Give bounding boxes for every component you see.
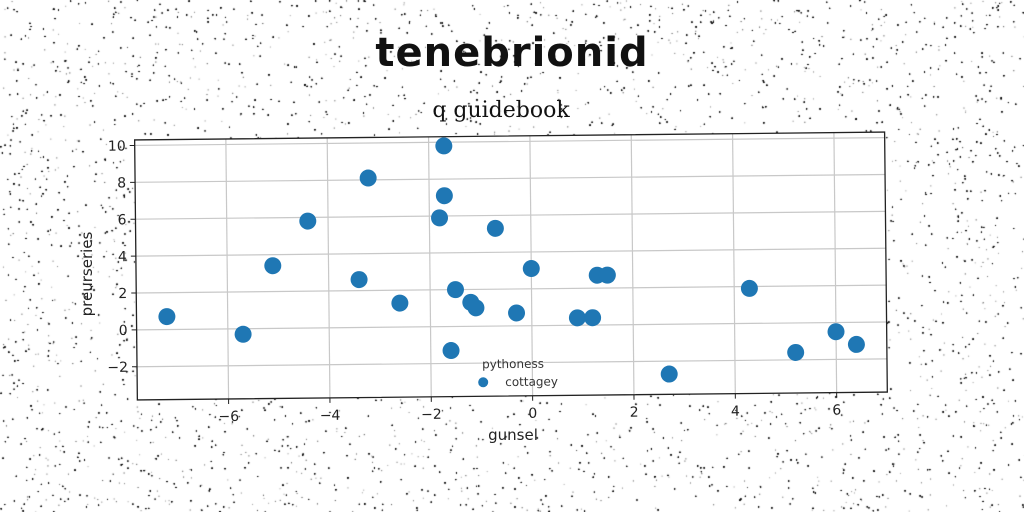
y-tick-label: 6 [117,212,126,228]
data-point [660,365,678,383]
x-tick-label: 6 [832,403,841,419]
x-gridline [833,132,838,393]
x-tick-label: −6 [218,409,239,425]
y-tick-label: 10 [108,139,126,155]
legend-marker [478,377,489,388]
data-point [391,294,409,312]
y-gridline [135,247,886,257]
data-point [467,299,485,317]
data-point [234,325,252,343]
x-axis-ticks: −6 −4 −2 0 2 4 6 [218,392,841,425]
y-axis-label: preurseries [78,231,96,316]
y-tick-label: 2 [118,286,127,302]
y-tick-label: 8 [117,175,126,191]
x-axis-label: gunsel [488,426,538,444]
x-gridline [427,136,432,397]
data-point [446,281,464,299]
data-point [508,304,526,322]
legend: pythoness cottagey [478,357,558,390]
data-point [435,187,453,205]
data-point [359,169,377,187]
x-tick-label: 4 [731,404,740,420]
data-point [486,219,504,237]
data-point [787,343,805,361]
data-point [435,137,453,155]
plot-area [134,132,888,400]
y-gridline [137,358,887,368]
y-gridline [134,137,885,147]
x-tick-label: −4 [320,408,341,424]
data-point [350,271,368,289]
data-point [442,342,460,360]
y-tick-label: 4 [118,249,127,265]
data-point [158,308,176,326]
y-axis-ticks: −2 0 2 4 6 8 10 [107,139,138,376]
data-point [584,309,602,327]
data-points [158,137,865,383]
plot-frame [133,131,888,401]
data-point [740,279,758,297]
data-point [847,335,865,353]
data-point [827,323,845,341]
chart-title: q guidebook [432,98,570,123]
x-gridline [225,138,230,399]
data-point [522,260,540,278]
x-tick-label: −2 [421,407,442,423]
data-point [264,257,282,275]
y-tick-label: −2 [107,360,128,376]
figure-supertitle: tenebrionid [375,30,649,76]
y-gridline [135,173,886,183]
y-gridline [136,321,887,331]
data-point [431,209,449,227]
data-point [598,266,616,284]
x-tick-label: 2 [630,405,639,421]
x-gridline [630,134,635,395]
y-gridline [135,210,886,220]
y-gridline [136,284,887,294]
legend-title: pythoness [482,357,544,372]
x-tick-label: 0 [528,406,537,422]
x-gridline [326,137,331,398]
data-point [568,309,586,327]
legend-entry-cottagey: cottagey [505,375,558,390]
data-point [299,212,317,230]
x-gridline [731,133,736,394]
y-tick-label: 0 [119,323,128,339]
